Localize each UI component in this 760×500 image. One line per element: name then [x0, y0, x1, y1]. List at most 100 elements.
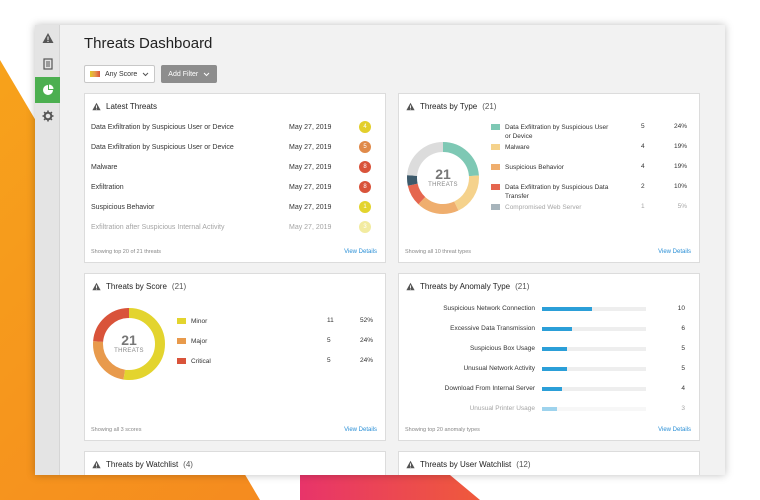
bar-row[interactable]: Suspicious Box Usage 5: [405, 345, 691, 355]
bar-row[interactable]: Excessive Data Transmission 6: [405, 325, 691, 335]
bar-value: 5: [681, 365, 685, 372]
threat-date: May 27, 2019: [289, 224, 332, 231]
view-details-link[interactable]: View Details: [658, 249, 691, 255]
warning-icon: [406, 460, 415, 469]
legend-percent: 52%: [359, 317, 373, 324]
sidebar: [35, 25, 60, 475]
score-filter-label: Any Score: [105, 70, 138, 78]
bar-label: Excessive Data Transmission: [450, 325, 535, 332]
sidebar-item-dashboard[interactable]: [35, 77, 60, 103]
bar-row[interactable]: Unusual Printer Usage 3: [405, 405, 691, 415]
threats-by-anomaly-card: Threats by Anomaly Type (21) Suspicious …: [398, 273, 700, 441]
type-donut-slice-2[interactable]: [407, 142, 479, 214]
gear-icon: [42, 110, 53, 122]
card-title: Latest Threats: [106, 102, 157, 111]
table-row[interactable]: Malware May 27, 2019 8: [91, 161, 377, 173]
view-details-link[interactable]: View Details: [658, 427, 691, 433]
sidebar-item-reports[interactable]: [35, 51, 60, 77]
threat-date: May 27, 2019: [289, 184, 332, 191]
threat-date: May 27, 2019: [289, 164, 332, 171]
bar-row[interactable]: Unusual Network Activity 5: [405, 365, 691, 375]
legend-count: 11: [327, 317, 334, 324]
legend-swatch: [491, 184, 500, 190]
card-header: Threats by User Watchlist (12): [406, 460, 531, 469]
legend-count: 4: [641, 163, 645, 170]
bar-row[interactable]: Suspicious Network Connection 10: [405, 305, 691, 315]
card-footer: Showing top 20 anomaly types View Detail…: [405, 427, 691, 433]
legend-label: Minor: [191, 318, 208, 325]
legend-swatch: [491, 164, 500, 170]
footer-text: Showing top 20 anomaly types: [405, 427, 480, 433]
bar-fill: [542, 407, 557, 411]
main-content: Threats Dashboard Any Score Add Filter L…: [60, 25, 725, 475]
chevron-down-icon: [142, 72, 149, 76]
legend-count: 4: [641, 143, 645, 150]
type-donut-slice-1[interactable]: [407, 142, 479, 214]
card-header: Latest Threats: [92, 102, 157, 111]
table-row[interactable]: Data Exfiltration by Suspicious User or …: [91, 121, 377, 133]
legend-count: 5: [327, 337, 331, 344]
sidebar-item-alerts[interactable]: [35, 25, 60, 51]
score-badge: 8: [359, 161, 371, 173]
bar-label: Suspicious Network Connection: [443, 305, 535, 312]
bar-track: [542, 367, 646, 371]
threats-by-type-card: Threats by Type (21) 21 THREATS Data Exf…: [398, 93, 700, 263]
legend-label: Data Exfiltration by Suspicious Data Tra…: [505, 184, 609, 200]
legend-count: 1: [641, 203, 645, 210]
add-filter-label: Add Filter: [168, 70, 199, 78]
donut-center-label: 21 THREATS: [405, 166, 481, 188]
legend-label: Critical: [191, 358, 211, 365]
threats-by-user-watchlist-card: Threats by User Watchlist (12): [398, 451, 700, 475]
view-details-link[interactable]: View Details: [344, 249, 377, 255]
table-row[interactable]: Exfiltration May 27, 2019 8: [91, 181, 377, 193]
warning-icon: [406, 282, 415, 291]
legend-percent: 5%: [677, 203, 687, 210]
legend-swatch: [177, 358, 186, 364]
bar-value: 10: [677, 305, 685, 312]
bar-fill: [542, 387, 562, 391]
card-title: Threats by Type: [420, 102, 478, 111]
type-donut-slice-4[interactable]: [407, 142, 479, 214]
add-filter-button[interactable]: Add Filter: [161, 65, 218, 83]
view-details-link[interactable]: View Details: [344, 427, 377, 433]
bar-label: Unusual Network Activity: [463, 365, 535, 372]
bar-value: 6: [681, 325, 685, 332]
sidebar-item-settings[interactable]: [35, 103, 60, 129]
table-row[interactable]: Suspicious Behavior May 27, 2019 1: [91, 201, 377, 213]
legend-swatch: [177, 338, 186, 344]
table-row[interactable]: Exfiltration after Suspicious Internal A…: [91, 221, 377, 233]
legend-label: Compromised Web Server: [505, 204, 582, 211]
page-title: Threats Dashboard: [84, 35, 213, 52]
card-count: (21): [171, 282, 187, 291]
donut-total: 21: [121, 332, 137, 348]
card-footer: Showing top 20 of 21 threats View Detail…: [91, 249, 377, 255]
legend-percent: 24%: [673, 123, 687, 130]
warning-icon: [92, 102, 101, 111]
card-header: Threats by Type (21): [406, 102, 496, 111]
warning-icon: [92, 460, 101, 469]
score-donut-slice-1[interactable]: [93, 308, 165, 380]
bar-row[interactable]: Download From Internal Server 4: [405, 385, 691, 395]
legend-percent: 19%: [673, 163, 687, 170]
type-donut-chart: [407, 142, 479, 214]
legend-count: 2: [641, 183, 645, 190]
card-count: (21): [482, 102, 497, 111]
legend-count: 5: [327, 357, 331, 364]
bar-track: [542, 347, 646, 351]
bar-track: [542, 307, 646, 311]
type-donut-slice-5[interactable]: [407, 142, 479, 214]
legend-label: Malware: [505, 144, 530, 151]
score-donut-slice-2[interactable]: [93, 308, 165, 380]
legend-label: Major: [191, 338, 208, 345]
card-count: (4): [183, 460, 193, 469]
legend-swatch: [491, 124, 500, 130]
score-filter-select[interactable]: Any Score: [84, 65, 156, 83]
pie-chart-icon: [42, 84, 53, 95]
score-badge: 3: [359, 221, 371, 233]
donut-total: 21: [435, 166, 451, 182]
bar-track: [542, 407, 646, 411]
table-row[interactable]: Data Exfiltration by Suspicious User or …: [91, 141, 377, 153]
threat-name: Suspicious Behavior: [91, 204, 155, 211]
threats-by-watchlist-card: Threats by Watchlist (4): [84, 451, 386, 475]
threat-name: Exfiltration: [91, 184, 124, 191]
